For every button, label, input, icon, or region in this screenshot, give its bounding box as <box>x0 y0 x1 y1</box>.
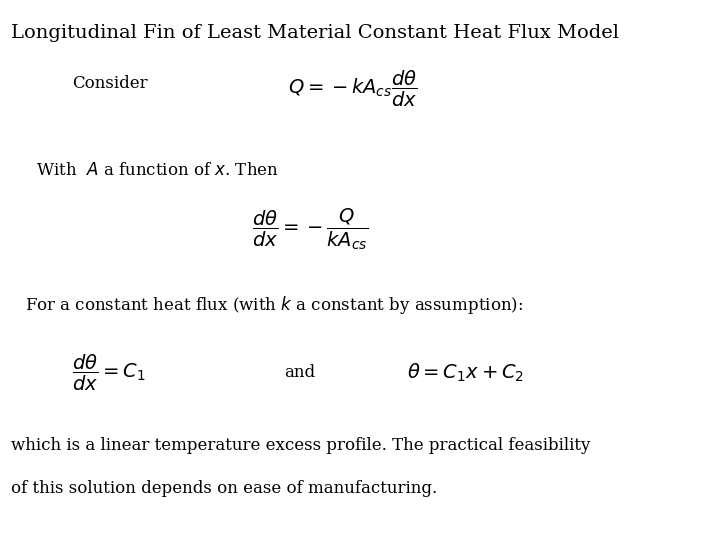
Text: $\dfrac{d\theta}{dx} = -\dfrac{Q}{kA_{cs}}$: $\dfrac{d\theta}{dx} = -\dfrac{Q}{kA_{cs… <box>252 207 369 252</box>
Text: which is a linear temperature excess profile. The practical feasibility: which is a linear temperature excess pro… <box>11 437 590 454</box>
Text: of this solution depends on ease of manufacturing.: of this solution depends on ease of manu… <box>11 480 437 497</box>
Text: $Q = -kA_{cs}\dfrac{d\theta}{dx}$: $Q = -kA_{cs}\dfrac{d\theta}{dx}$ <box>288 69 418 109</box>
Text: For a constant heat flux (with $k$ a constant by assumption):: For a constant heat flux (with $k$ a con… <box>25 294 523 316</box>
Text: and: and <box>284 364 315 381</box>
Text: $\dfrac{d\theta}{dx} = C_1$: $\dfrac{d\theta}{dx} = C_1$ <box>72 353 145 393</box>
Text: Consider: Consider <box>72 75 148 92</box>
Text: Longitudinal Fin of Least Material Constant Heat Flux Model: Longitudinal Fin of Least Material Const… <box>11 24 618 42</box>
Text: With  $A$ a function of $x$. Then: With $A$ a function of $x$. Then <box>36 161 279 179</box>
Text: $\theta = C_1 x + C_2$: $\theta = C_1 x + C_2$ <box>407 361 524 384</box>
